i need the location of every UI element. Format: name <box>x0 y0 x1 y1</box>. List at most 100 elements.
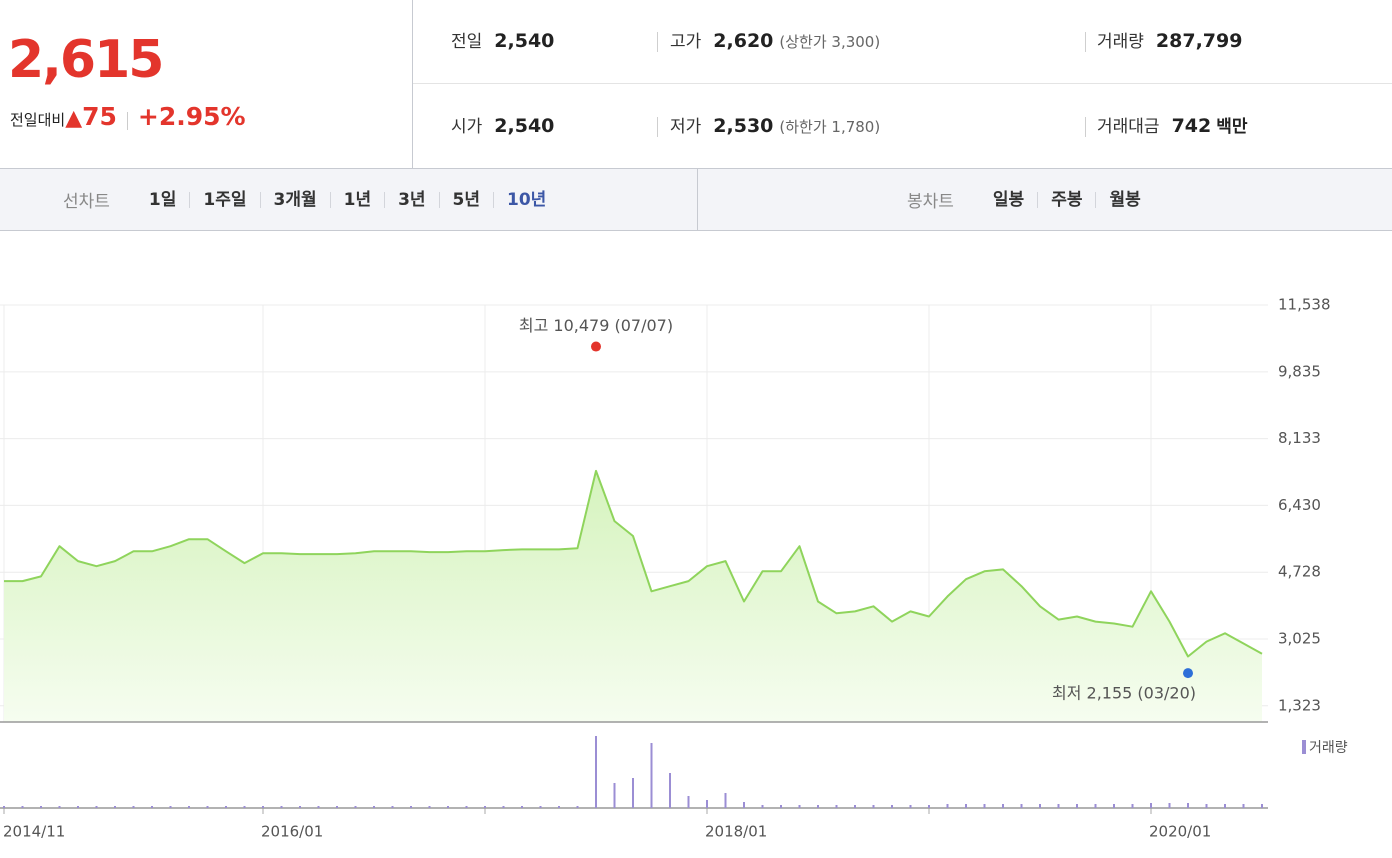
period-tab[interactable]: 5년 <box>438 191 493 208</box>
volume-bar <box>798 805 801 808</box>
volume-bar <box>1020 804 1023 808</box>
volume-bar <box>632 778 634 808</box>
volume-bar <box>447 806 449 808</box>
period-tab[interactable]: 3년 <box>384 191 438 208</box>
volume-bar <box>1224 804 1226 808</box>
info-value: 742 <box>1171 115 1212 137</box>
extreme-label: 최저 2,155 (03/20) <box>1052 684 1196 703</box>
price-area <box>4 470 1262 722</box>
volume-bar <box>909 805 912 808</box>
volume-bar <box>872 805 875 808</box>
volume-bar <box>1150 803 1152 808</box>
info-cell: 시가 2,540 <box>451 111 554 141</box>
volume-bar <box>151 806 153 808</box>
volume-bar <box>114 806 116 808</box>
price-box: 2,615 전일대비▲75 +2.95% <box>0 0 413 168</box>
volume-bar <box>3 806 5 808</box>
volume-bar <box>1094 804 1097 808</box>
volume-bar <box>1168 803 1171 808</box>
period-tab[interactable]: 주봉 <box>1037 191 1095 208</box>
volume-bar <box>21 806 24 808</box>
info-label: 전일 <box>451 32 483 52</box>
y-tick-label: 3,025 <box>1278 630 1321 648</box>
separator <box>657 117 658 137</box>
volume-bar <box>521 806 523 808</box>
info-label: 저가 <box>670 117 702 137</box>
row-divider <box>413 83 1392 84</box>
volume-bar <box>354 806 357 808</box>
y-tick-label: 11,538 <box>1278 296 1331 314</box>
tab-group-label: 봉차트 <box>907 192 954 212</box>
period-tab[interactable]: 1년 <box>329 191 384 208</box>
tab-bar: 선차트 1일 1주일 3개월 1년 3년 5년 10년 봉차트 일봉 주봉 월봉 <box>0 169 1392 231</box>
volume-bar <box>465 806 468 808</box>
volume-bar <box>706 800 708 808</box>
volume-bar <box>373 806 375 808</box>
extreme-point <box>591 341 601 352</box>
separator <box>1085 117 1086 137</box>
volume-bar <box>428 806 431 808</box>
period-tab[interactable]: 10년 <box>493 191 559 208</box>
volume-bar <box>391 806 394 808</box>
volume-bar <box>1002 804 1004 808</box>
volume-bar <box>946 804 949 808</box>
volume-bar <box>613 783 616 808</box>
volume-bar <box>132 806 135 808</box>
x-tick-label: 2018/01 <box>705 823 767 841</box>
volume-bar <box>724 793 727 808</box>
period-tab[interactable]: 월봉 <box>1095 191 1153 208</box>
volume-bar <box>336 806 338 808</box>
info-value: 287,799 <box>1155 30 1243 52</box>
volume-bar <box>1057 804 1060 808</box>
volume-bar <box>206 806 209 808</box>
y-tick-label: 9,835 <box>1278 362 1321 380</box>
period-tab[interactable]: 일봉 <box>992 189 1025 210</box>
separator <box>1085 32 1086 52</box>
y-tick-label: 1,323 <box>1278 696 1321 714</box>
volume-bar <box>743 802 745 808</box>
volume-bar <box>983 804 986 808</box>
current-price: 2,615 <box>8 30 164 90</box>
extreme-label: 최고 10,479 (07/07) <box>519 316 673 335</box>
period-tab[interactable]: 3개월 <box>259 191 330 208</box>
change-value: 75 <box>82 102 117 131</box>
volume-bar <box>817 805 819 808</box>
volume-bar <box>891 805 893 808</box>
volume-bar <box>484 806 486 808</box>
volume-bar <box>169 806 172 808</box>
tab-group-label: 선차트 <box>63 192 110 212</box>
info-cell: 전일 2,540 <box>451 26 554 56</box>
volume-bar <box>262 806 264 808</box>
info-note: (하한가 1,780) <box>779 118 881 136</box>
volume-bar <box>77 806 79 808</box>
line-chart-tabs: 선차트 1일 1주일 3개월 1년 3년 5년 10년 <box>63 169 559 230</box>
info-value: 2,530 <box>713 115 774 137</box>
candle-chart-tabs: 봉차트 일봉 주봉 월봉 <box>907 169 1154 230</box>
info-value: 2,540 <box>494 30 555 52</box>
volume-bar <box>1076 804 1078 808</box>
y-tick-label: 6,430 <box>1278 496 1321 514</box>
info-value: 2,620 <box>713 30 774 52</box>
volume-legend: 거래량 <box>1309 740 1348 756</box>
volume-bar <box>317 806 320 808</box>
volume-bar <box>1187 803 1189 808</box>
volume-bar <box>595 736 597 808</box>
x-tick-label: 2016/01 <box>261 823 323 841</box>
volume-bar <box>58 806 61 808</box>
info-label: 시가 <box>451 117 483 137</box>
separator <box>657 32 658 52</box>
price-line <box>4 469 1263 658</box>
volume-bar <box>243 806 246 808</box>
separator <box>126 111 128 130</box>
period-tab[interactable]: 1일 <box>148 189 177 210</box>
volume-bar <box>835 805 838 808</box>
volume-bar <box>558 806 560 808</box>
volume-bar <box>780 805 782 808</box>
volume-bar <box>761 805 764 808</box>
extreme-point <box>1183 668 1193 679</box>
volume-bar <box>650 743 653 808</box>
period-tab[interactable]: 1주일 <box>189 191 259 208</box>
volume-bar <box>854 805 856 808</box>
volume-bar <box>965 804 967 808</box>
